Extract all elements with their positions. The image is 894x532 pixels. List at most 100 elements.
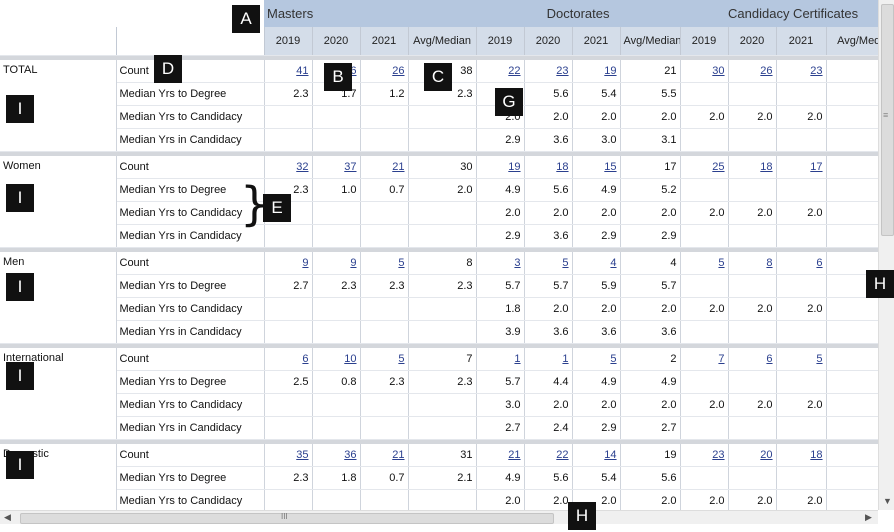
group-header-candidacy-certificates[interactable]: Candidacy Certificates xyxy=(680,0,878,27)
count-link-cell[interactable]: 1 xyxy=(524,348,573,371)
count-link-cell[interactable]: 5 xyxy=(680,252,729,275)
count-link-cell[interactable]: 35 xyxy=(264,444,313,467)
column-header-avg-median[interactable]: Avg/Median xyxy=(826,27,878,56)
count-link-cell[interactable]: 32 xyxy=(264,156,313,179)
count-link-cell[interactable]: 26 xyxy=(360,60,409,83)
column-header-2019[interactable]: 2019 xyxy=(680,27,729,56)
count-link[interactable]: 26 xyxy=(392,65,405,77)
count-link[interactable]: 18 xyxy=(760,161,773,173)
count-link[interactable]: 23 xyxy=(712,449,725,461)
count-link-cell[interactable]: 25 xyxy=(680,156,729,179)
count-link-cell[interactable]: 21 xyxy=(476,444,525,467)
count-link-cell[interactable]: 5 xyxy=(572,348,621,371)
column-header-avg-median[interactable]: Avg/Median xyxy=(620,27,681,56)
count-link[interactable]: 21 xyxy=(392,161,405,173)
count-link-cell[interactable]: 36 xyxy=(312,444,361,467)
count-link[interactable]: 5 xyxy=(398,257,405,269)
column-header-avg-median[interactable]: Avg/Median xyxy=(408,27,477,56)
count-link[interactable]: 6 xyxy=(350,65,357,77)
count-link[interactable]: 18 xyxy=(556,161,569,173)
count-link[interactable]: 3 xyxy=(514,257,521,269)
count-link[interactable]: 1 xyxy=(514,353,521,365)
count-link[interactable]: 23 xyxy=(810,65,823,77)
count-link[interactable]: 23 xyxy=(556,65,569,77)
count-link-cell[interactable]: 37 xyxy=(312,156,361,179)
count-link-cell[interactable]: 14 xyxy=(572,444,621,467)
column-header-2020[interactable]: 2020 xyxy=(312,27,361,56)
count-link[interactable]: 21 xyxy=(508,449,521,461)
count-link-cell[interactable]: 7 xyxy=(680,348,729,371)
count-link[interactable]: 25 xyxy=(712,161,725,173)
count-link[interactable]: 10 xyxy=(344,353,357,365)
vertical-scrollbar[interactable]: ≡ ▼ xyxy=(878,0,894,510)
count-link-cell[interactable]: 5 xyxy=(776,348,827,371)
count-link-cell[interactable]: 30 xyxy=(680,60,729,83)
count-link[interactable]: 19 xyxy=(508,161,521,173)
scroll-left-arrow-icon[interactable]: ◀ xyxy=(4,512,11,522)
count-link[interactable]: 14 xyxy=(604,449,617,461)
column-header-2019[interactable]: 2019 xyxy=(476,27,525,56)
count-link[interactable]: 22 xyxy=(508,65,521,77)
horizontal-scrollbar[interactable]: ◀ III ▶ xyxy=(0,510,878,525)
count-link-cell[interactable]: 15 xyxy=(572,156,621,179)
count-link[interactable]: 37 xyxy=(344,161,357,173)
count-link[interactable]: 6 xyxy=(766,353,773,365)
count-link-cell[interactable]: 3 xyxy=(476,252,525,275)
count-link[interactable]: 1 xyxy=(562,353,569,365)
count-link[interactable]: 5 xyxy=(562,257,569,269)
count-link-cell[interactable]: 17 xyxy=(776,156,827,179)
column-header-2020[interactable]: 2020 xyxy=(728,27,777,56)
count-link[interactable]: 4 xyxy=(610,257,617,269)
count-link-cell[interactable]: 5 xyxy=(360,252,409,275)
count-link[interactable]: 5 xyxy=(610,353,617,365)
count-link-cell[interactable]: 18 xyxy=(728,156,777,179)
count-link-cell[interactable]: 18 xyxy=(776,444,827,467)
horizontal-scroll-thumb[interactable]: III xyxy=(20,512,554,524)
count-link-cell[interactable]: 41 xyxy=(264,60,313,83)
count-link-cell[interactable]: 23 xyxy=(776,60,827,83)
scroll-down-arrow-icon[interactable]: ▼ xyxy=(883,496,892,506)
count-link-cell[interactable]: 4 xyxy=(572,252,621,275)
count-link[interactable]: 21 xyxy=(392,449,405,461)
count-link[interactable]: 22 xyxy=(556,449,569,461)
count-link-cell[interactable]: 26 xyxy=(728,60,777,83)
count-link[interactable]: 20 xyxy=(760,449,773,461)
column-header-2021[interactable]: 2021 xyxy=(572,27,621,56)
count-link[interactable]: 5 xyxy=(718,257,725,269)
count-link-cell[interactable]: 9 xyxy=(264,252,313,275)
count-link[interactable]: 5 xyxy=(398,353,405,365)
count-link[interactable]: 19 xyxy=(604,65,617,77)
scroll-right-arrow-icon[interactable]: ▶ xyxy=(865,512,872,522)
column-header-2021[interactable]: 2021 xyxy=(776,27,827,56)
count-link[interactable]: 17 xyxy=(810,161,823,173)
count-link[interactable]: 32 xyxy=(296,161,309,173)
count-link[interactable]: 15 xyxy=(604,161,617,173)
count-link[interactable]: 35 xyxy=(296,449,309,461)
count-link-cell[interactable]: 23 xyxy=(680,444,729,467)
count-link[interactable]: 8 xyxy=(766,257,773,269)
count-link-cell[interactable]: 10 xyxy=(312,348,361,371)
count-link[interactable]: 18 xyxy=(810,449,823,461)
count-link-cell[interactable]: 5 xyxy=(524,252,573,275)
count-link-cell[interactable]: 22 xyxy=(524,444,573,467)
count-link[interactable]: 6 xyxy=(302,353,309,365)
count-link-cell[interactable]: 18 xyxy=(524,156,573,179)
count-link[interactable]: 6 xyxy=(816,257,823,269)
count-link[interactable]: 36 xyxy=(344,449,357,461)
count-link-cell[interactable]: 1 xyxy=(476,348,525,371)
count-link[interactable]: 9 xyxy=(302,257,309,269)
count-link-cell[interactable]: 23 xyxy=(524,60,573,83)
vertical-scroll-thumb[interactable]: ≡ xyxy=(881,4,894,236)
count-link-cell[interactable]: 6 xyxy=(264,348,313,371)
column-header-2021[interactable]: 2021 xyxy=(360,27,409,56)
count-link-cell[interactable]: 9 xyxy=(312,252,361,275)
count-link-cell[interactable]: 19 xyxy=(476,156,525,179)
column-header-2020[interactable]: 2020 xyxy=(524,27,573,56)
count-link-cell[interactable]: 22 xyxy=(476,60,525,83)
count-link-cell[interactable]: 20 xyxy=(728,444,777,467)
count-link[interactable]: 26 xyxy=(760,65,773,77)
count-link[interactable]: 9 xyxy=(350,257,357,269)
count-link-cell[interactable]: 6 xyxy=(728,348,777,371)
count-link-cell[interactable]: 21 xyxy=(360,156,409,179)
count-link-cell[interactable]: 5 xyxy=(360,348,409,371)
